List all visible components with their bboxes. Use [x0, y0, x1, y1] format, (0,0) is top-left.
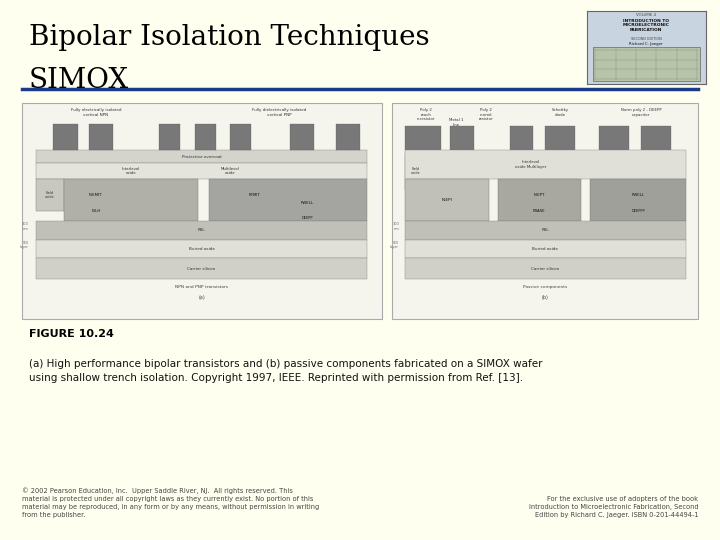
FancyBboxPatch shape	[392, 103, 698, 319]
Text: FIGURE 10.24: FIGURE 10.24	[29, 329, 114, 340]
FancyBboxPatch shape	[22, 103, 382, 319]
Text: Bipolar Isolation Techniques: Bipolar Isolation Techniques	[29, 24, 429, 51]
Text: For the exclusive use of adopters of the book
Introduction to Microelectronic Fa: For the exclusive use of adopters of the…	[528, 496, 698, 518]
Text: SIMOX: SIMOX	[29, 68, 129, 94]
Text: © 2002 Pearson Education, Inc.  Upper Saddle River, NJ.  All rights reserved. Th: © 2002 Pearson Education, Inc. Upper Sad…	[22, 488, 319, 518]
Text: (a) High performance bipolar transistors and (b) passive components fabricated o: (a) High performance bipolar transistors…	[29, 359, 542, 383]
